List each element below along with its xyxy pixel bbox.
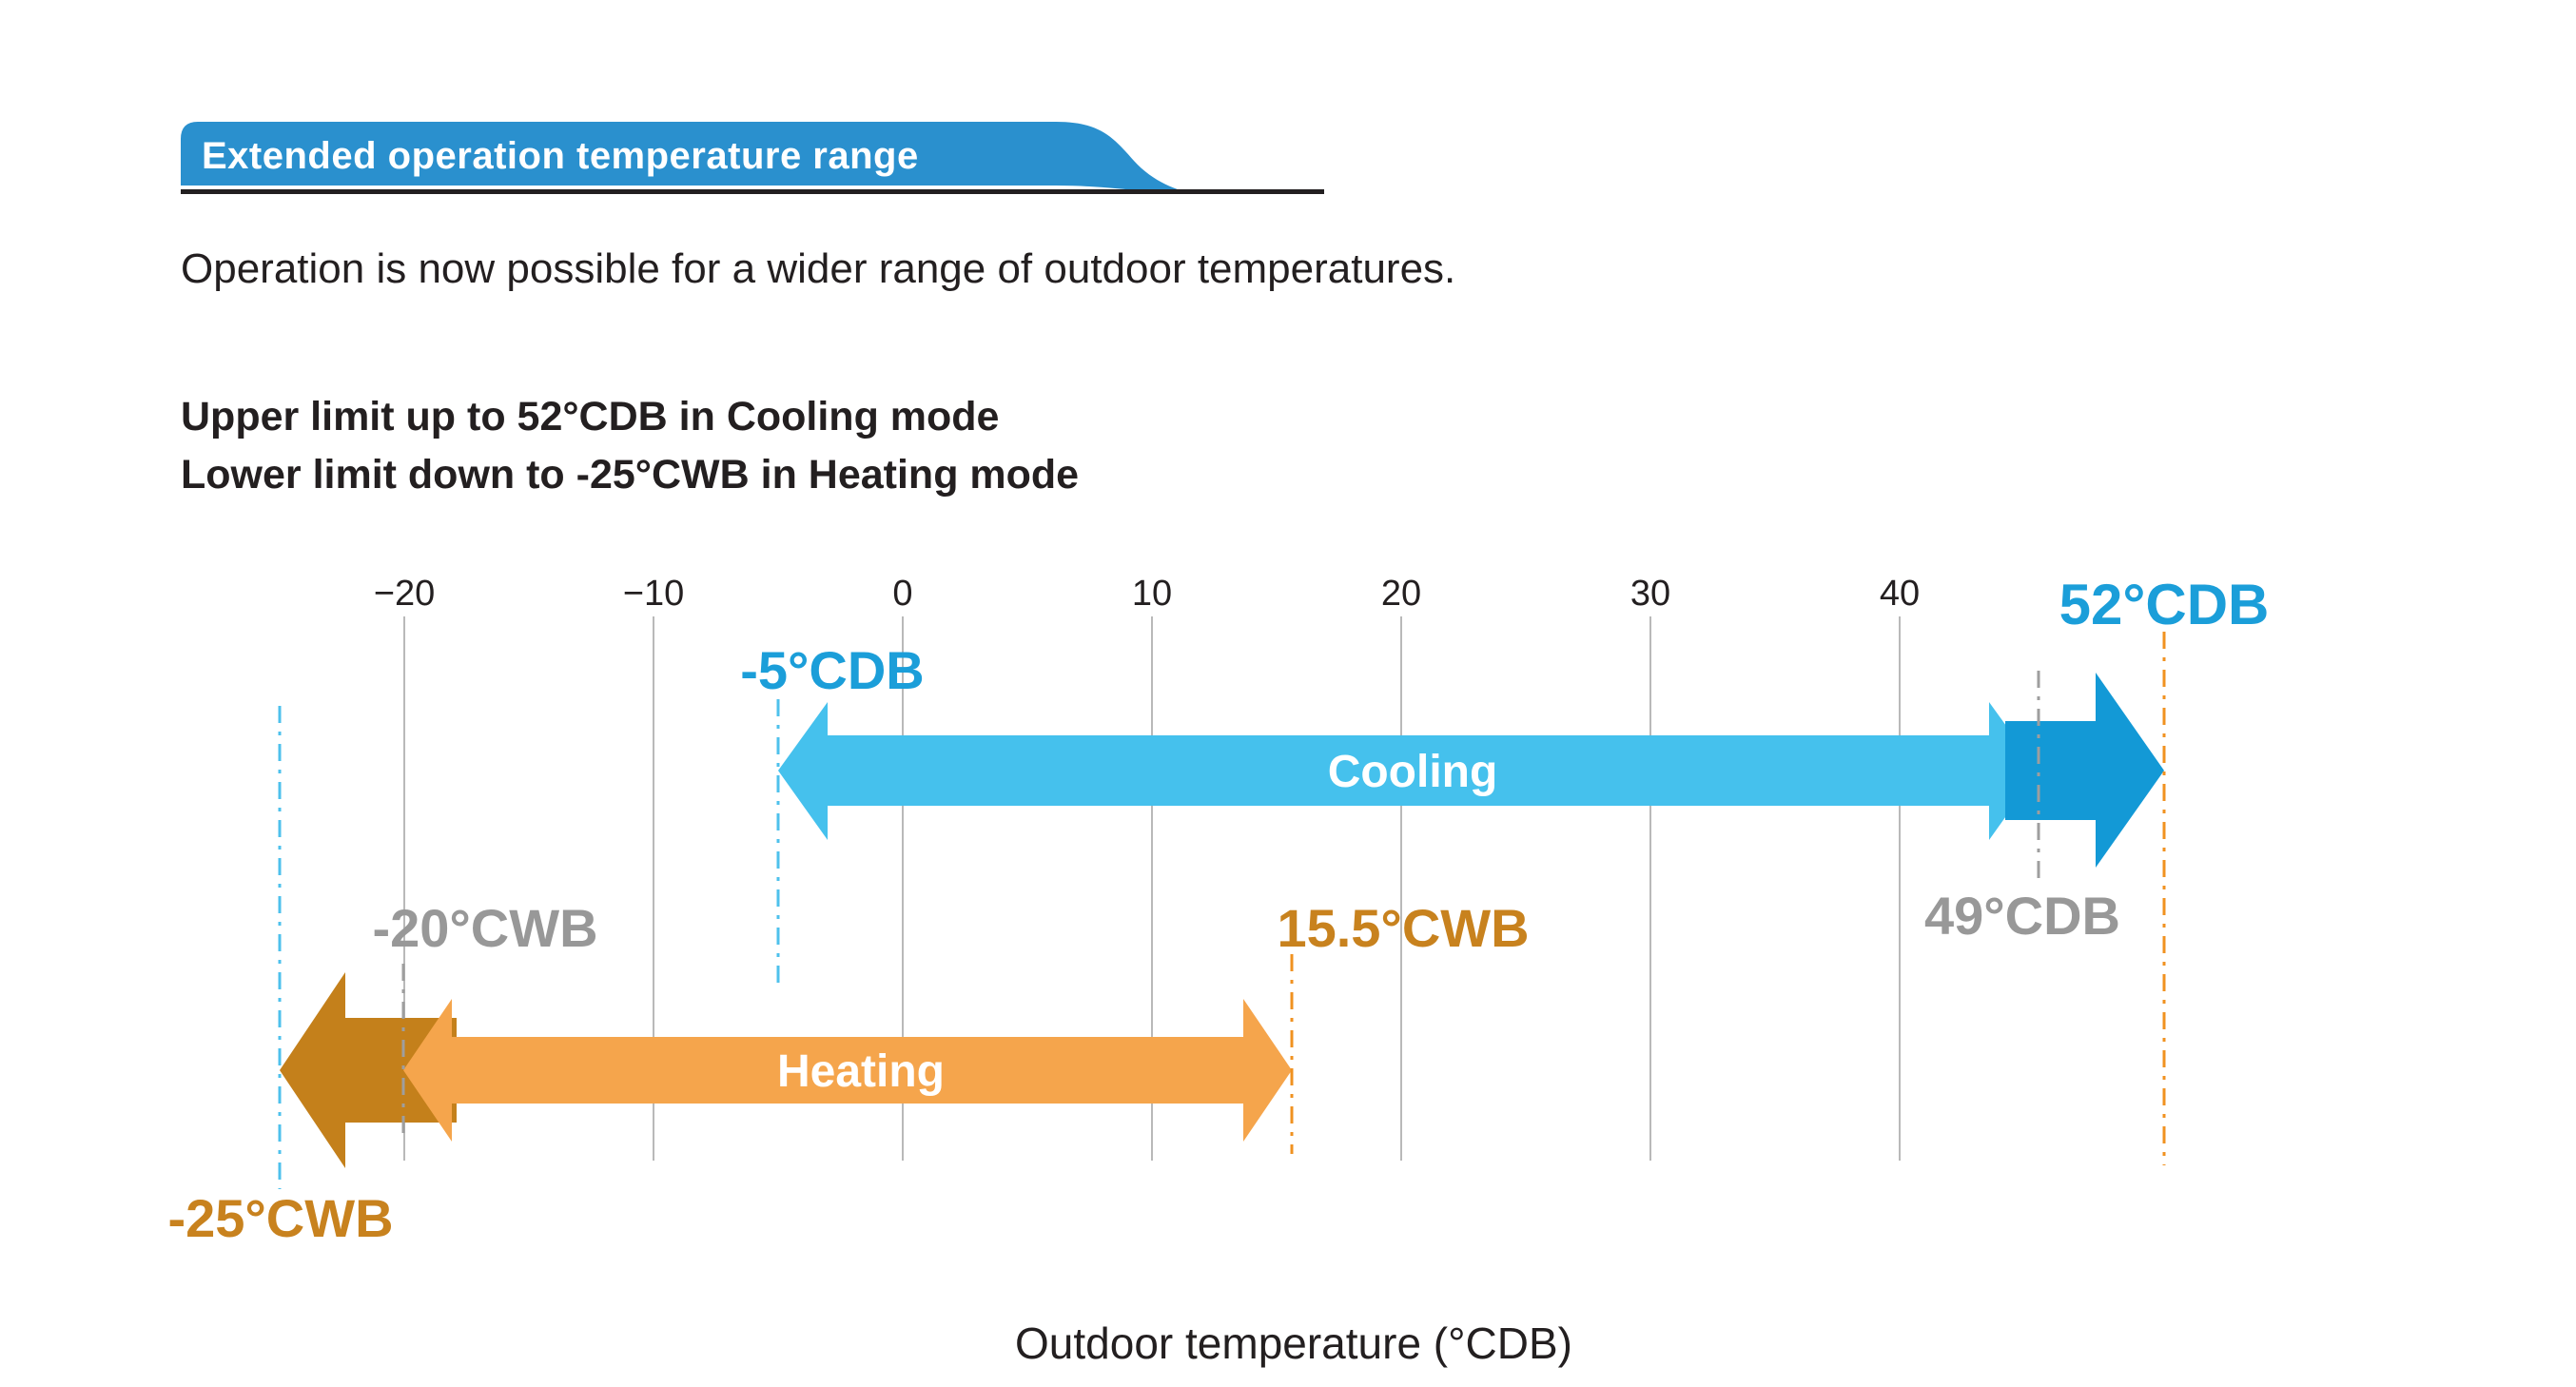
section-title: Extended operation temperature range — [202, 135, 919, 177]
tick-label-0: 0 — [892, 574, 912, 614]
tick-label-10: 10 — [1132, 574, 1172, 614]
heating-max-label: 15.5°CWB — [1277, 898, 1529, 958]
reference-lines — [278, 632, 2166, 1189]
tick-label-40: 40 — [1880, 574, 1920, 614]
section-banner — [181, 122, 1197, 194]
banner-underline — [181, 189, 1324, 194]
intro-text: Operation is now possible for a wider ra… — [181, 245, 1456, 292]
tick-label-minus10: −10 — [623, 574, 684, 614]
cooling-min-label: -5°CDB — [740, 640, 925, 700]
limits-text: Upper limit up to 52°CDB in Cooling mode… — [181, 388, 2369, 504]
cooling-extended-label: 52°CDB — [2059, 573, 2270, 636]
heating-limit-line: Lower limit down to -25°CWB in Heating m… — [181, 452, 1080, 498]
cooling-extended-arrow — [2005, 673, 2164, 868]
axis-tick-labels: −20 −10 0 10 20 30 40 — [374, 574, 1920, 614]
heating-extended-arrow — [280, 972, 457, 1168]
heating-arrow-label: Heating — [777, 1046, 945, 1097]
heating-standard-arrow — [403, 999, 1292, 1142]
section-banner-shape — [181, 122, 1197, 194]
cooling-standard-max-label: 49°CDB — [1924, 886, 2120, 946]
tick-label-minus20: −20 — [374, 574, 435, 614]
cooling-arrow-label: Cooling — [1328, 747, 1498, 797]
cooling-standard-arrow — [778, 702, 2039, 840]
heating-extended-label: -25°CWB — [167, 1188, 393, 1248]
tick-label-30: 30 — [1630, 574, 1670, 614]
tick-label-20: 20 — [1381, 574, 1421, 614]
x-axis-title: Outdoor temperature (°CDB) — [1015, 1319, 1572, 1368]
cooling-limit-line: Upper limit up to 52°CDB in Cooling mode — [181, 394, 1000, 440]
heating-standard-min-label: -20°CWB — [372, 898, 597, 958]
